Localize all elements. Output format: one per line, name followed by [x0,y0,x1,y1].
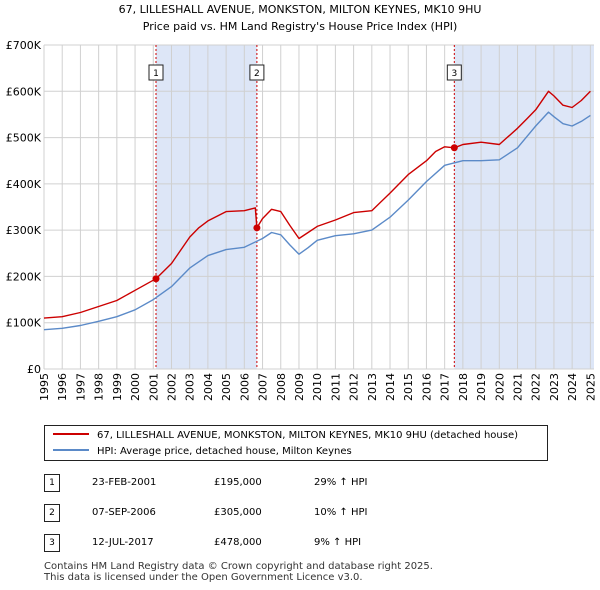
x-tick-label: 2003 [184,373,197,401]
x-tick-label: 2002 [165,373,178,401]
x-tick-label: 2010 [311,373,324,401]
x-tick-label: 1997 [74,373,87,401]
sale-point [253,224,261,232]
x-tick-label: 2020 [493,373,506,401]
legend-swatch-property [53,433,89,435]
sale-number-box [148,64,164,81]
y-tick-label: £600K [6,85,42,98]
footer-licence: This data is licensed under the Open Gov… [44,572,363,583]
chart-subtitle: Price paid vs. HM Land Registry's House … [143,20,458,33]
y-tick-label: £400K [6,178,42,191]
x-tick-label: 2007 [257,373,270,401]
x-tick-label: 2005 [220,373,233,401]
x-tick-label: 2017 [439,373,452,401]
x-tick-label: 2009 [293,373,306,401]
y-tick-label: £300K [6,224,42,237]
x-tick-label: 2008 [275,373,288,401]
y-tick-label: £700K [6,39,42,52]
sale-number-badge: 1 [44,474,60,492]
footer-copyright: Contains HM Land Registry data © Crown c… [44,561,433,572]
x-tick-label: 2022 [530,373,543,401]
x-tick-label: 2015 [402,373,415,401]
footer: Contains HM Land Registry data © Crown c… [44,561,433,583]
x-tick-label: 2006 [238,373,251,401]
x-tick-label: 2024 [566,373,579,401]
series-lines [43,90,591,331]
x-tick-label: 1995 [38,373,51,401]
sale-row: 1 23-FEB-2001 £195,000 29% ↑ HPI [44,474,464,492]
chart-title: 67, LILLESHALL AVENUE, MONKSTON, MILTON … [119,3,482,16]
shaded-range [454,45,594,369]
sale-date: 12-JUL-2017 [92,537,154,548]
sale-hpi-change: 29% ↑ HPI [314,477,368,488]
x-tick-label: 2012 [348,373,361,401]
sale-number-box [446,64,462,81]
sale-hpi-change: 9% ↑ HPI [314,537,362,548]
sale-row: 3 12-JUL-2017 £478,000 9% ↑ HPI [44,534,464,552]
sale-date: 23-FEB-2001 [92,477,157,488]
x-tick-label: 2011 [329,373,342,401]
price-chart: 67, LILLESHALL AVENUE, MONKSTON, MILTON … [6,3,598,401]
x-tick-label: 1999 [111,373,124,401]
x-tick-label: 2019 [475,373,488,401]
legend-swatch-hpi [53,449,89,451]
y-tick-label: £100K [6,317,42,330]
sale-date: 07-SEP-2006 [92,507,156,518]
hpi-line [43,111,591,331]
y-tick-label: £0 [27,363,41,376]
legend-label-property: 67, LILLESHALL AVENUE, MONKSTON, MILTON … [97,430,519,441]
legend: 67, LILLESHALL AVENUE, MONKSTON, MILTON … [44,425,548,461]
sale-point [450,144,458,152]
shaded-ranges [44,45,594,369]
sale-markers: 1 2 3 [148,64,462,283]
sale-number-badge: 3 [44,534,60,552]
x-tick-label: 2016 [420,373,433,401]
x-tick-label: 2014 [384,373,397,401]
sale-hpi-change: 10% ↑ HPI [314,507,368,518]
x-tick-label: 2023 [548,373,561,401]
grid-lines [43,44,594,370]
y-tick-label: £500K [6,132,42,145]
sale-number-label: 1 [153,69,159,79]
y-tick-label: £200K [6,270,42,283]
sale-price: £305,000 [214,507,262,518]
sale-marker-lines [155,45,455,369]
x-tick-label: 2004 [202,373,215,401]
x-tick-label: 2018 [457,373,470,401]
sale-number-box [249,64,265,81]
sale-number-badge: 2 [44,504,60,522]
sale-price: £195,000 [214,477,262,488]
x-tick-label: 2001 [147,373,160,401]
x-tick-label: 1998 [93,373,106,401]
legend-item-hpi: HPI: Average price, detached house, Milt… [53,444,352,460]
axis-labels: £0 £100K £200K £300K £400K £500K £600K £700K 199… [6,39,598,401]
legend-label-hpi: HPI: Average price, detached house, Milt… [97,446,352,457]
sale-point [152,275,160,283]
sale-price: £478,000 [214,537,262,548]
sale-number-label: 3 [451,69,457,79]
property-price-line [43,90,591,319]
x-tick-label: 2000 [129,373,142,401]
legend-item-property: 67, LILLESHALL AVENUE, MONKSTON, MILTON … [53,428,518,444]
shaded-range [156,45,257,369]
x-tick-label: 2013 [366,373,379,401]
sale-row: 2 07-SEP-2006 £305,000 10% ↑ HPI [44,504,464,522]
x-tick-label: 2021 [512,373,525,401]
x-tick-label: 2025 [584,373,597,401]
x-tick-label: 1996 [56,373,69,401]
sale-number-label: 2 [254,69,260,79]
